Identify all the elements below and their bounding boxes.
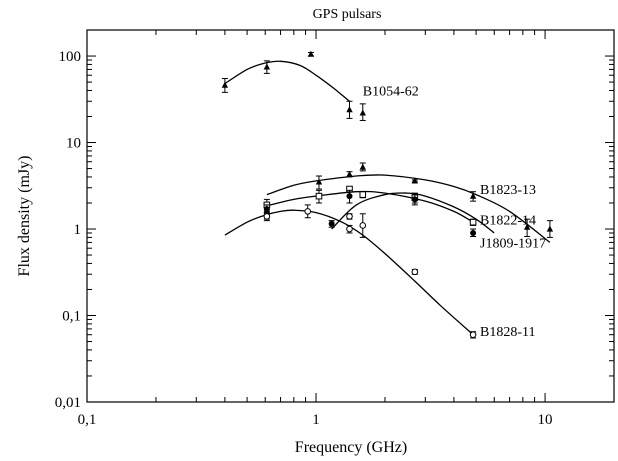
data-point: [469, 218, 477, 226]
axis-ticks: [86, 29, 615, 403]
y-tick-label: 10: [66, 136, 81, 152]
data-point: [359, 109, 366, 116]
data-point: [346, 170, 353, 177]
data-point: [359, 191, 367, 198]
data-point: [221, 81, 229, 88]
y-tick-label: 0,01: [55, 395, 81, 411]
data-point: [469, 192, 477, 199]
data-point: [411, 196, 418, 203]
fit-curve: [266, 190, 474, 223]
data-point: [307, 50, 315, 57]
y-tick-label: 0,1: [62, 309, 81, 325]
data-point: [523, 223, 531, 230]
x-tick-label: 1: [312, 412, 320, 428]
fit-curve: [331, 192, 495, 234]
series-label: B1054-62: [363, 84, 419, 99]
x-axis-label: Frequency (GHz): [295, 439, 407, 456]
data-point: [328, 220, 335, 227]
data-point: [411, 177, 419, 184]
plot-frame: [86, 29, 615, 403]
data-point: [470, 229, 477, 236]
data-point: [359, 163, 366, 170]
series-label: B1828-11: [480, 325, 535, 340]
data-point: [315, 192, 323, 200]
data-point: [411, 268, 419, 276]
series-annotations: B1054-62 B1823-13 B1822-14 J1809-1917 B1828-…: [363, 84, 546, 340]
data-point: [263, 63, 271, 70]
data-points: [221, 50, 554, 339]
data-point: [346, 193, 353, 200]
data-point: [346, 213, 353, 220]
data-point: [304, 208, 312, 215]
data-point: [359, 222, 367, 229]
data-point: [346, 106, 353, 113]
data-point: [346, 225, 353, 233]
chart-title: GPS pulsars: [313, 7, 382, 22]
series-label: B1823-13: [480, 183, 536, 198]
fit-curve: [266, 174, 551, 243]
series-label: J1809-1917: [480, 236, 546, 251]
y-tick-label: 100: [59, 49, 82, 65]
fit-curve: [224, 60, 350, 102]
data-point: [315, 178, 323, 185]
x-tick-label: 10: [538, 412, 553, 428]
series-label: B1822-14: [480, 214, 536, 229]
y-tick-label: 1: [74, 222, 82, 238]
data-point: [263, 213, 271, 220]
data-point: [469, 331, 477, 338]
y-axis-label: Flux density (mJy): [16, 156, 33, 277]
x-tick-label: 0,1: [78, 412, 97, 428]
data-point: [546, 225, 554, 232]
data-point: [263, 206, 270, 213]
